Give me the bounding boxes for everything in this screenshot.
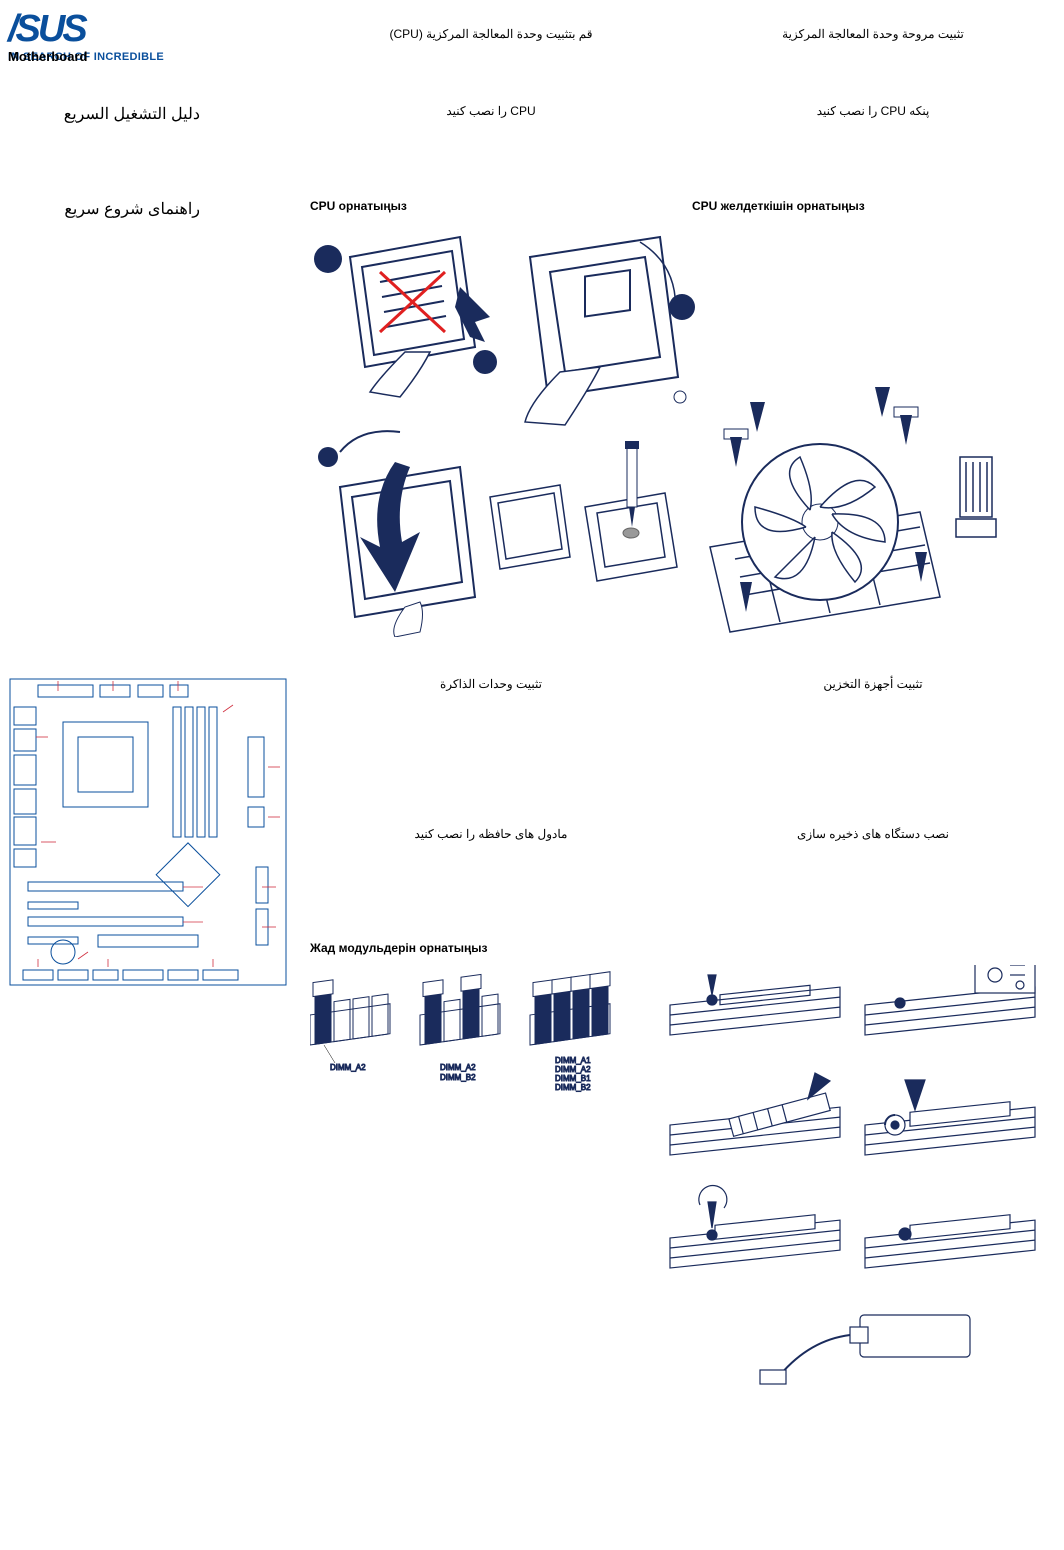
cpu-titles-kk-row: راهنمای شروع سریع CPU орнатыңыз CPU желд… bbox=[0, 199, 1064, 219]
install-cpu-fan-title-fa: پنکه CPU را نصب کنید bbox=[682, 104, 1064, 124]
cpu-diagrams-row bbox=[0, 227, 1064, 637]
install-cpu-title-ar: قم بتثبيت وحدة المعالجة المركزية (CPU) bbox=[300, 27, 682, 41]
svg-text:DIMM_B2: DIMM_B2 bbox=[555, 1083, 591, 1092]
install-storage-title-fa: نصب دستگاه های ذخیره سازی bbox=[682, 757, 1064, 841]
quick-start-guide-ar: دليل التشغيل السريع bbox=[0, 104, 300, 124]
mem-titles-kk-row: Жад модульдерін орнатыңыз DIMM_A2 bbox=[0, 941, 1064, 1425]
svg-text:DIMM_A2: DIMM_A2 bbox=[330, 1063, 366, 1072]
memory-storage-diagrams: DIMM_A2 DIMM_A2 DIMM_B2 bbox=[310, 965, 1060, 1425]
install-memory-title-kk: Жад модульдерін орнатыңыз bbox=[310, 941, 1064, 955]
svg-text:DIMM_A1: DIMM_A1 bbox=[555, 1056, 591, 1065]
install-cpu-title-fa: CPU را نصب کنید bbox=[300, 104, 682, 124]
cpu-titles-ar-row: قم بتثبيت وحدة المعالجة المركزية (CPU) ت… bbox=[0, 27, 1064, 41]
product-label: Motherboard bbox=[8, 49, 1064, 64]
install-memory-title-fa: مادول های حافظه را نصب کنید bbox=[300, 757, 682, 841]
install-cpu-fan-title-kk: CPU желдеткішін орнатыңыз bbox=[682, 199, 1064, 219]
mem-titles-fa-row: مادول های حافظه را نصب کنید نصب دستگاه ه… bbox=[0, 757, 1064, 841]
install-cpu-title-kk: CPU орнатыңыз bbox=[300, 199, 682, 219]
quick-start-guide-fa: راهنمای شروع سریع bbox=[0, 199, 300, 219]
cpu-install-diagram bbox=[310, 227, 1064, 637]
install-cpu-fan-title-ar: تثبيت مروحة وحدة المعالجة المركزية bbox=[682, 27, 1064, 41]
svg-text:DIMM_B2: DIMM_B2 bbox=[440, 1073, 476, 1082]
svg-text:DIMM_A2: DIMM_A2 bbox=[440, 1063, 476, 1072]
cpu-titles-fa-row: دليل التشغيل السريع CPU را نصب کنید پنکه… bbox=[0, 104, 1064, 124]
svg-text:DIMM_B1: DIMM_B1 bbox=[555, 1074, 591, 1083]
svg-text:DIMM_A2: DIMM_A2 bbox=[555, 1065, 591, 1074]
